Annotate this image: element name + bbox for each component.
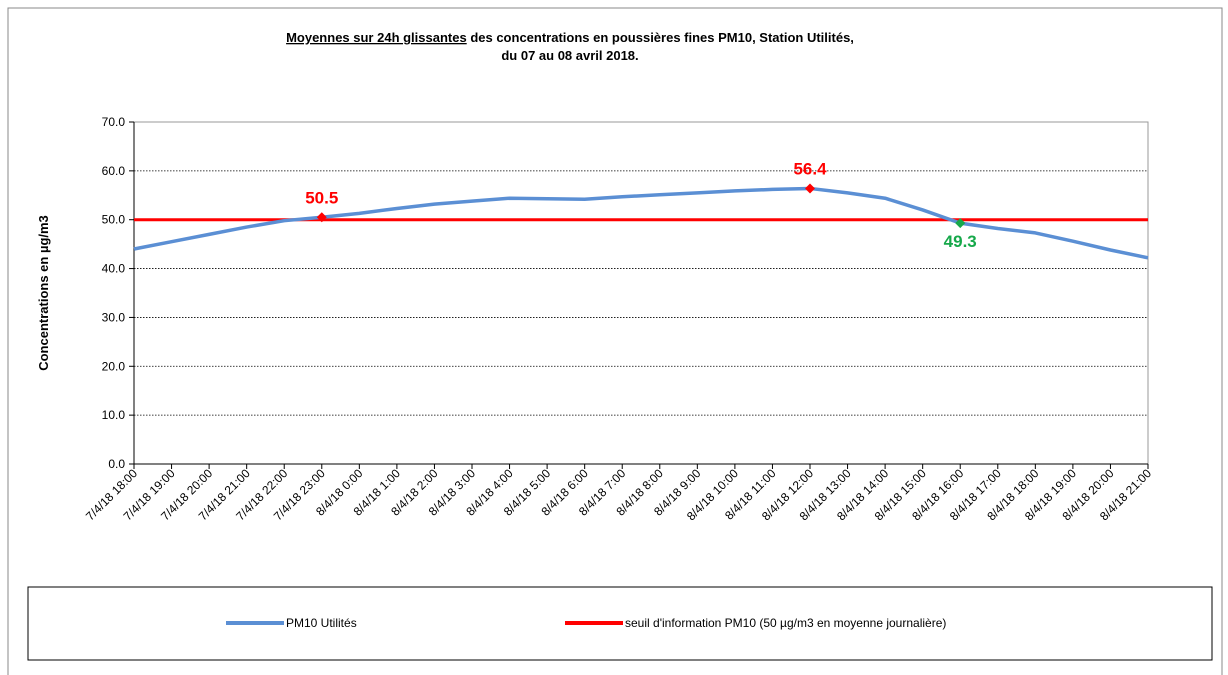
series-line <box>133 186 1149 260</box>
legend-label: seuil d'information PM10 (50 µg/m3 en mo… <box>625 616 946 630</box>
point-marker <box>955 218 966 229</box>
point-marker <box>805 183 815 194</box>
data-label: 50.5 <box>305 188 338 207</box>
plot-area <box>133 121 1149 465</box>
legend-label: PM10 Utilités <box>286 616 357 630</box>
chart-title: Moyennes sur 24h glissantes des concentr… <box>286 30 854 45</box>
y-tick-label: 40.0 <box>102 262 126 276</box>
point-marker <box>316 212 327 223</box>
y-tick-label: 0.0 <box>108 457 125 471</box>
data-label: 49.3 <box>944 232 977 251</box>
y-tick-label: 20.0 <box>102 359 126 373</box>
title-rest: des concentrations en poussières fines P… <box>467 30 854 45</box>
chart-title-line2: du 07 au 08 avril 2018. <box>501 48 638 63</box>
y-tick-label: 70.0 <box>102 115 126 129</box>
title-underlined: Moyennes sur 24h glissantes <box>286 30 467 45</box>
y-axis-label: Concentrations en µg/m3 <box>36 215 51 371</box>
y-tick-label: 10.0 <box>102 408 126 422</box>
y-tick-label: 60.0 <box>102 164 126 178</box>
y-tick-label: 30.0 <box>102 310 126 324</box>
y-tick-label: 50.0 <box>102 213 126 227</box>
data-label: 56.4 <box>793 159 827 178</box>
